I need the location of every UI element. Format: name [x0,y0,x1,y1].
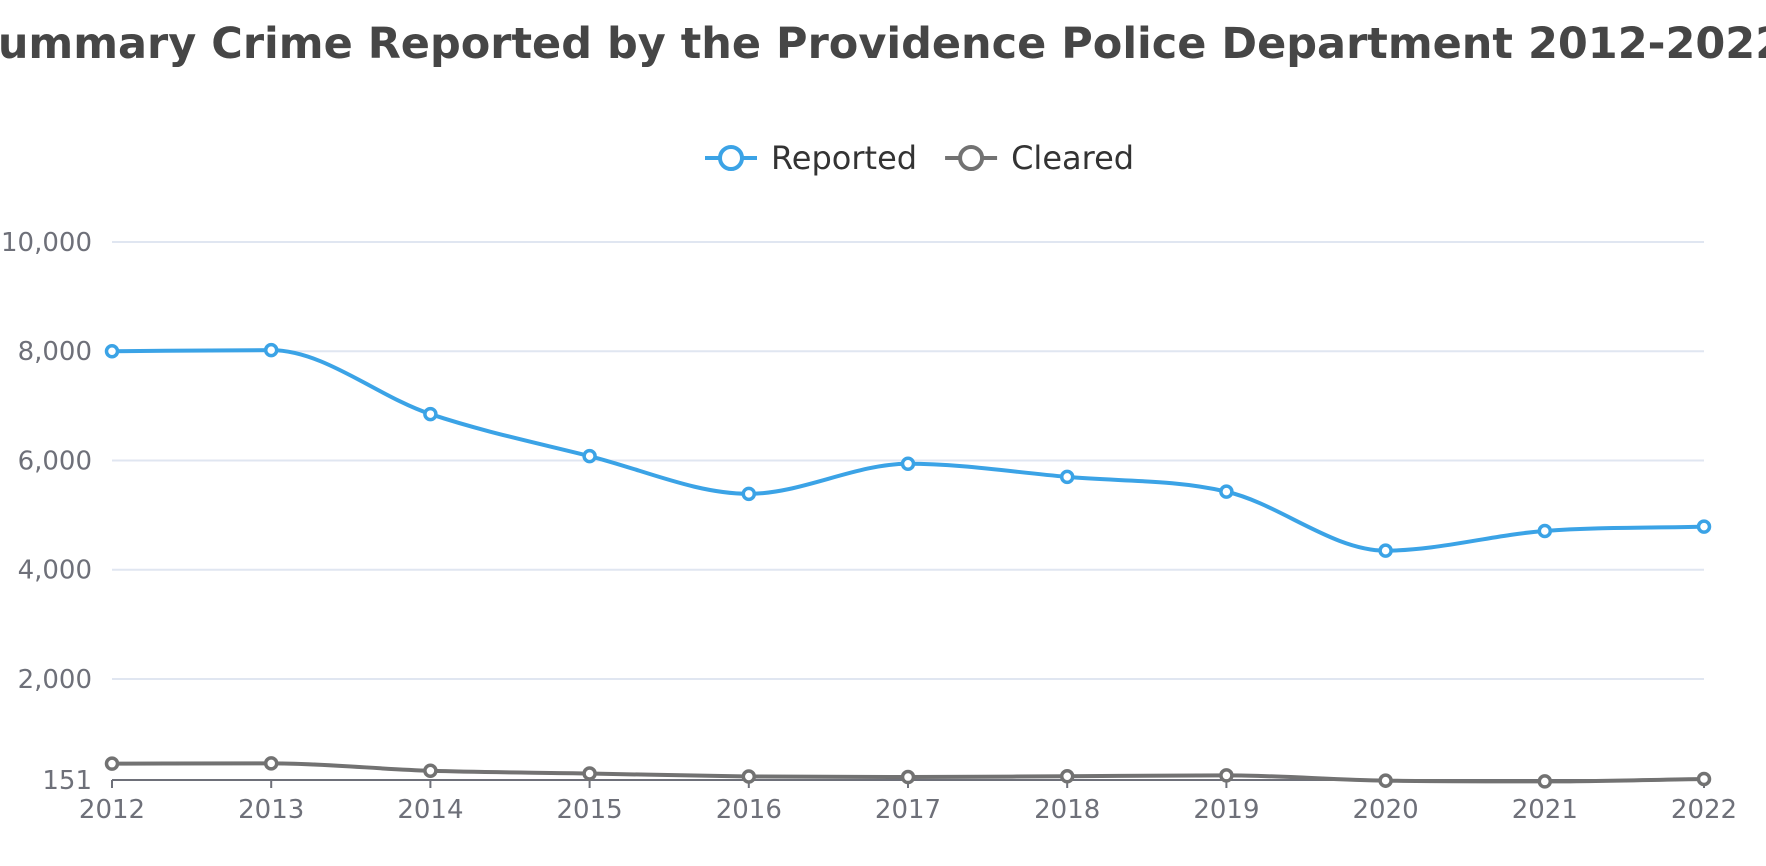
series-reported [104,342,1712,558]
data-point-reported[interactable] [1378,543,1393,558]
x-tick-label: 2020 [1353,795,1419,825]
legend-label: Cleared [1011,139,1134,177]
data-point-reported[interactable] [900,456,916,472]
x-axis: 2012 2013 2014 2015 2016 2017 2018 2019 2020 2021… [79,779,1737,825]
data-point-cleared[interactable] [582,766,597,781]
x-tick-label: 2021 [1512,795,1578,825]
data-point-cleared[interactable] [1378,773,1393,788]
data-point-cleared[interactable] [104,756,120,771]
data-point-reported[interactable] [1219,484,1234,499]
y-tick-label: 4,000 [18,556,92,586]
data-point-reported[interactable] [1696,519,1712,534]
series-layer [104,342,1712,789]
data-point-reported[interactable] [263,342,279,358]
data-point-cleared[interactable] [900,769,916,785]
series-cleared [104,756,1712,789]
x-tick-label: 2012 [79,795,145,825]
y-tick-label: 151 [42,766,92,796]
x-tick-label: 2016 [716,795,782,825]
data-point-cleared[interactable] [423,763,438,779]
data-point-cleared[interactable] [1059,768,1075,784]
y-tick-label: 10,000 [1,228,92,258]
chart-title: Summary Crime Reported by the Providence… [0,19,1766,69]
y-tick-label: 8,000 [18,337,92,367]
data-point-cleared[interactable] [263,756,279,771]
y-tick-label: 6,000 [18,446,92,476]
x-tick-label: 2013 [238,795,304,825]
data-point-cleared[interactable] [1219,768,1234,783]
data-point-cleared[interactable] [1537,774,1553,789]
data-point-reported[interactable] [582,448,597,464]
legend-item-reported[interactable]: Reported [705,139,917,177]
x-tick-label: 2014 [397,795,463,825]
x-tick-label: 2017 [875,795,941,825]
data-point-cleared[interactable] [1696,771,1712,787]
legend-item-cleared[interactable]: Cleared [945,139,1134,177]
legend-marker-icon [958,145,985,171]
data-point-reported[interactable] [104,343,120,359]
data-point-reported[interactable] [1059,469,1075,485]
y-tick-label: 2,000 [18,665,92,695]
legend-marker-icon [718,145,744,171]
x-tick-label: 2015 [557,795,623,825]
data-point-cleared[interactable] [741,769,757,784]
data-point-reported[interactable] [423,406,438,422]
legend: Reported Cleared [705,139,1134,177]
x-tick-label: 2019 [1193,795,1259,825]
y-axis-ticks: 151 2,000 4,000 6,000 8,000 10,000 [1,228,92,796]
data-point-reported[interactable] [1537,523,1553,539]
legend-label: Reported [771,139,917,177]
x-tick-label: 2018 [1034,795,1100,825]
series-line-reported [110,348,1706,553]
x-tick-label: 2022 [1671,795,1737,825]
data-point-reported[interactable] [741,486,757,502]
